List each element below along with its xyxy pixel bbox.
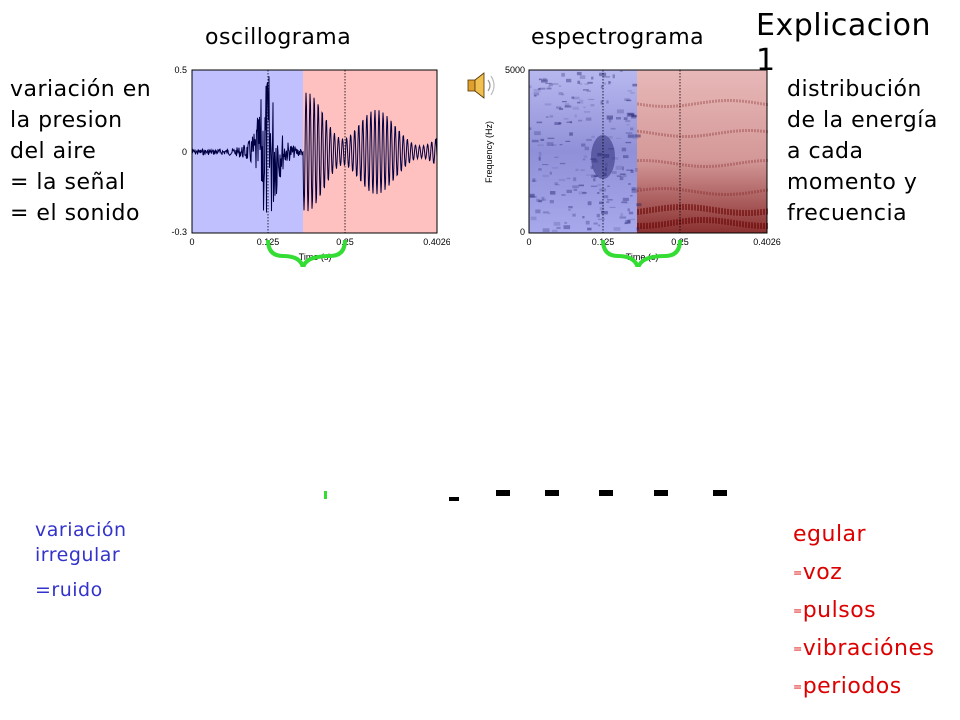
spectrogram-frame — [528, 69, 768, 234]
left-note-line: = el sonido — [10, 201, 140, 226]
prefix: = — [793, 604, 803, 618]
left-note-line: la presion — [10, 108, 123, 133]
prefix: = — [793, 680, 803, 694]
dash — [545, 490, 559, 496]
spectrogram-label: espectrograma — [531, 25, 705, 50]
green-fragment — [324, 491, 327, 499]
prefix: = — [793, 566, 803, 580]
dash — [654, 490, 668, 496]
dash — [713, 490, 727, 496]
prefix: = — [793, 642, 803, 656]
red-note-line: egular — [793, 522, 867, 547]
x-axis-label: Time (s) — [626, 252, 659, 262]
spectrogram-svg: 5000 0 Frequency (Hz) 0 0.125 0.25 0.402… — [484, 65, 781, 269]
blue-note-line: variación — [35, 519, 127, 541]
right-note-line: distribución — [787, 77, 922, 102]
x-tick: 0 — [189, 237, 194, 247]
oscillogram-svg: 0.5 0 -0.3 0 0.125 0.25 0.4026 Time (s) — [171, 65, 451, 269]
brace-right — [301, 239, 347, 269]
x-tick: 0.4026 — [753, 237, 781, 247]
waveform — [191, 76, 438, 213]
brace-left — [266, 239, 305, 269]
dash — [449, 497, 459, 501]
y-tick-min: 0 — [520, 227, 525, 237]
y-tick-max: 5000 — [505, 65, 525, 75]
blue-note: variación irregular =ruido — [35, 518, 127, 603]
oscillogram-label: oscillograma — [205, 25, 352, 50]
slide-title: Explicacion 1 — [756, 8, 931, 78]
right-note: distribución de la energía a cada moment… — [787, 74, 938, 229]
left-note: variación en la presion del aire = la se… — [10, 74, 151, 229]
left-note-line: = la señal — [10, 170, 126, 195]
dash — [599, 490, 613, 496]
spectrogram-noise-region — [529, 70, 637, 233]
red-note-line: voz — [802, 560, 843, 585]
right-note-line: a cada — [787, 139, 864, 164]
red-note: egular =voz =pulsos =vibraciónes =period… — [793, 522, 960, 712]
red-note-line: periodos — [802, 674, 902, 699]
brace-left — [601, 239, 640, 269]
x-tick: 0 — [526, 237, 531, 247]
y-axis-label: Frequency (Hz) — [484, 121, 494, 183]
dash — [496, 490, 510, 496]
y-tick-min: -0.3 — [171, 227, 187, 237]
brace-right — [636, 239, 682, 269]
speaker-icon-svg — [467, 72, 495, 99]
y-tick-zero: 0 — [182, 147, 187, 157]
oscillogram-frame — [191, 69, 438, 234]
y-tick-max: 0.5 — [174, 65, 187, 75]
x-tick: 0.4026 — [423, 237, 450, 247]
dash-fragments — [320, 482, 740, 506]
right-note-line: momento y — [787, 170, 918, 195]
spectrogram-figure: 5000 0 Frequency (Hz) 0 0.125 0.25 0.402… — [482, 62, 782, 269]
red-note-line: vibraciónes — [802, 636, 935, 661]
right-note-line: frecuencia — [787, 201, 908, 226]
oscillogram-figure: 0.5 0 -0.3 0 0.125 0.25 0.4026 Time (s) — [165, 62, 451, 269]
left-note-line: variación en — [10, 77, 152, 102]
blue-note-line: =ruido — [35, 579, 103, 601]
left-note-line: del aire — [10, 139, 97, 164]
speaker-icon[interactable] — [466, 70, 500, 102]
red-note-line: pulsos — [802, 598, 877, 623]
blue-note-line: irregular — [35, 544, 121, 566]
right-note-line: de la energía — [787, 108, 938, 133]
